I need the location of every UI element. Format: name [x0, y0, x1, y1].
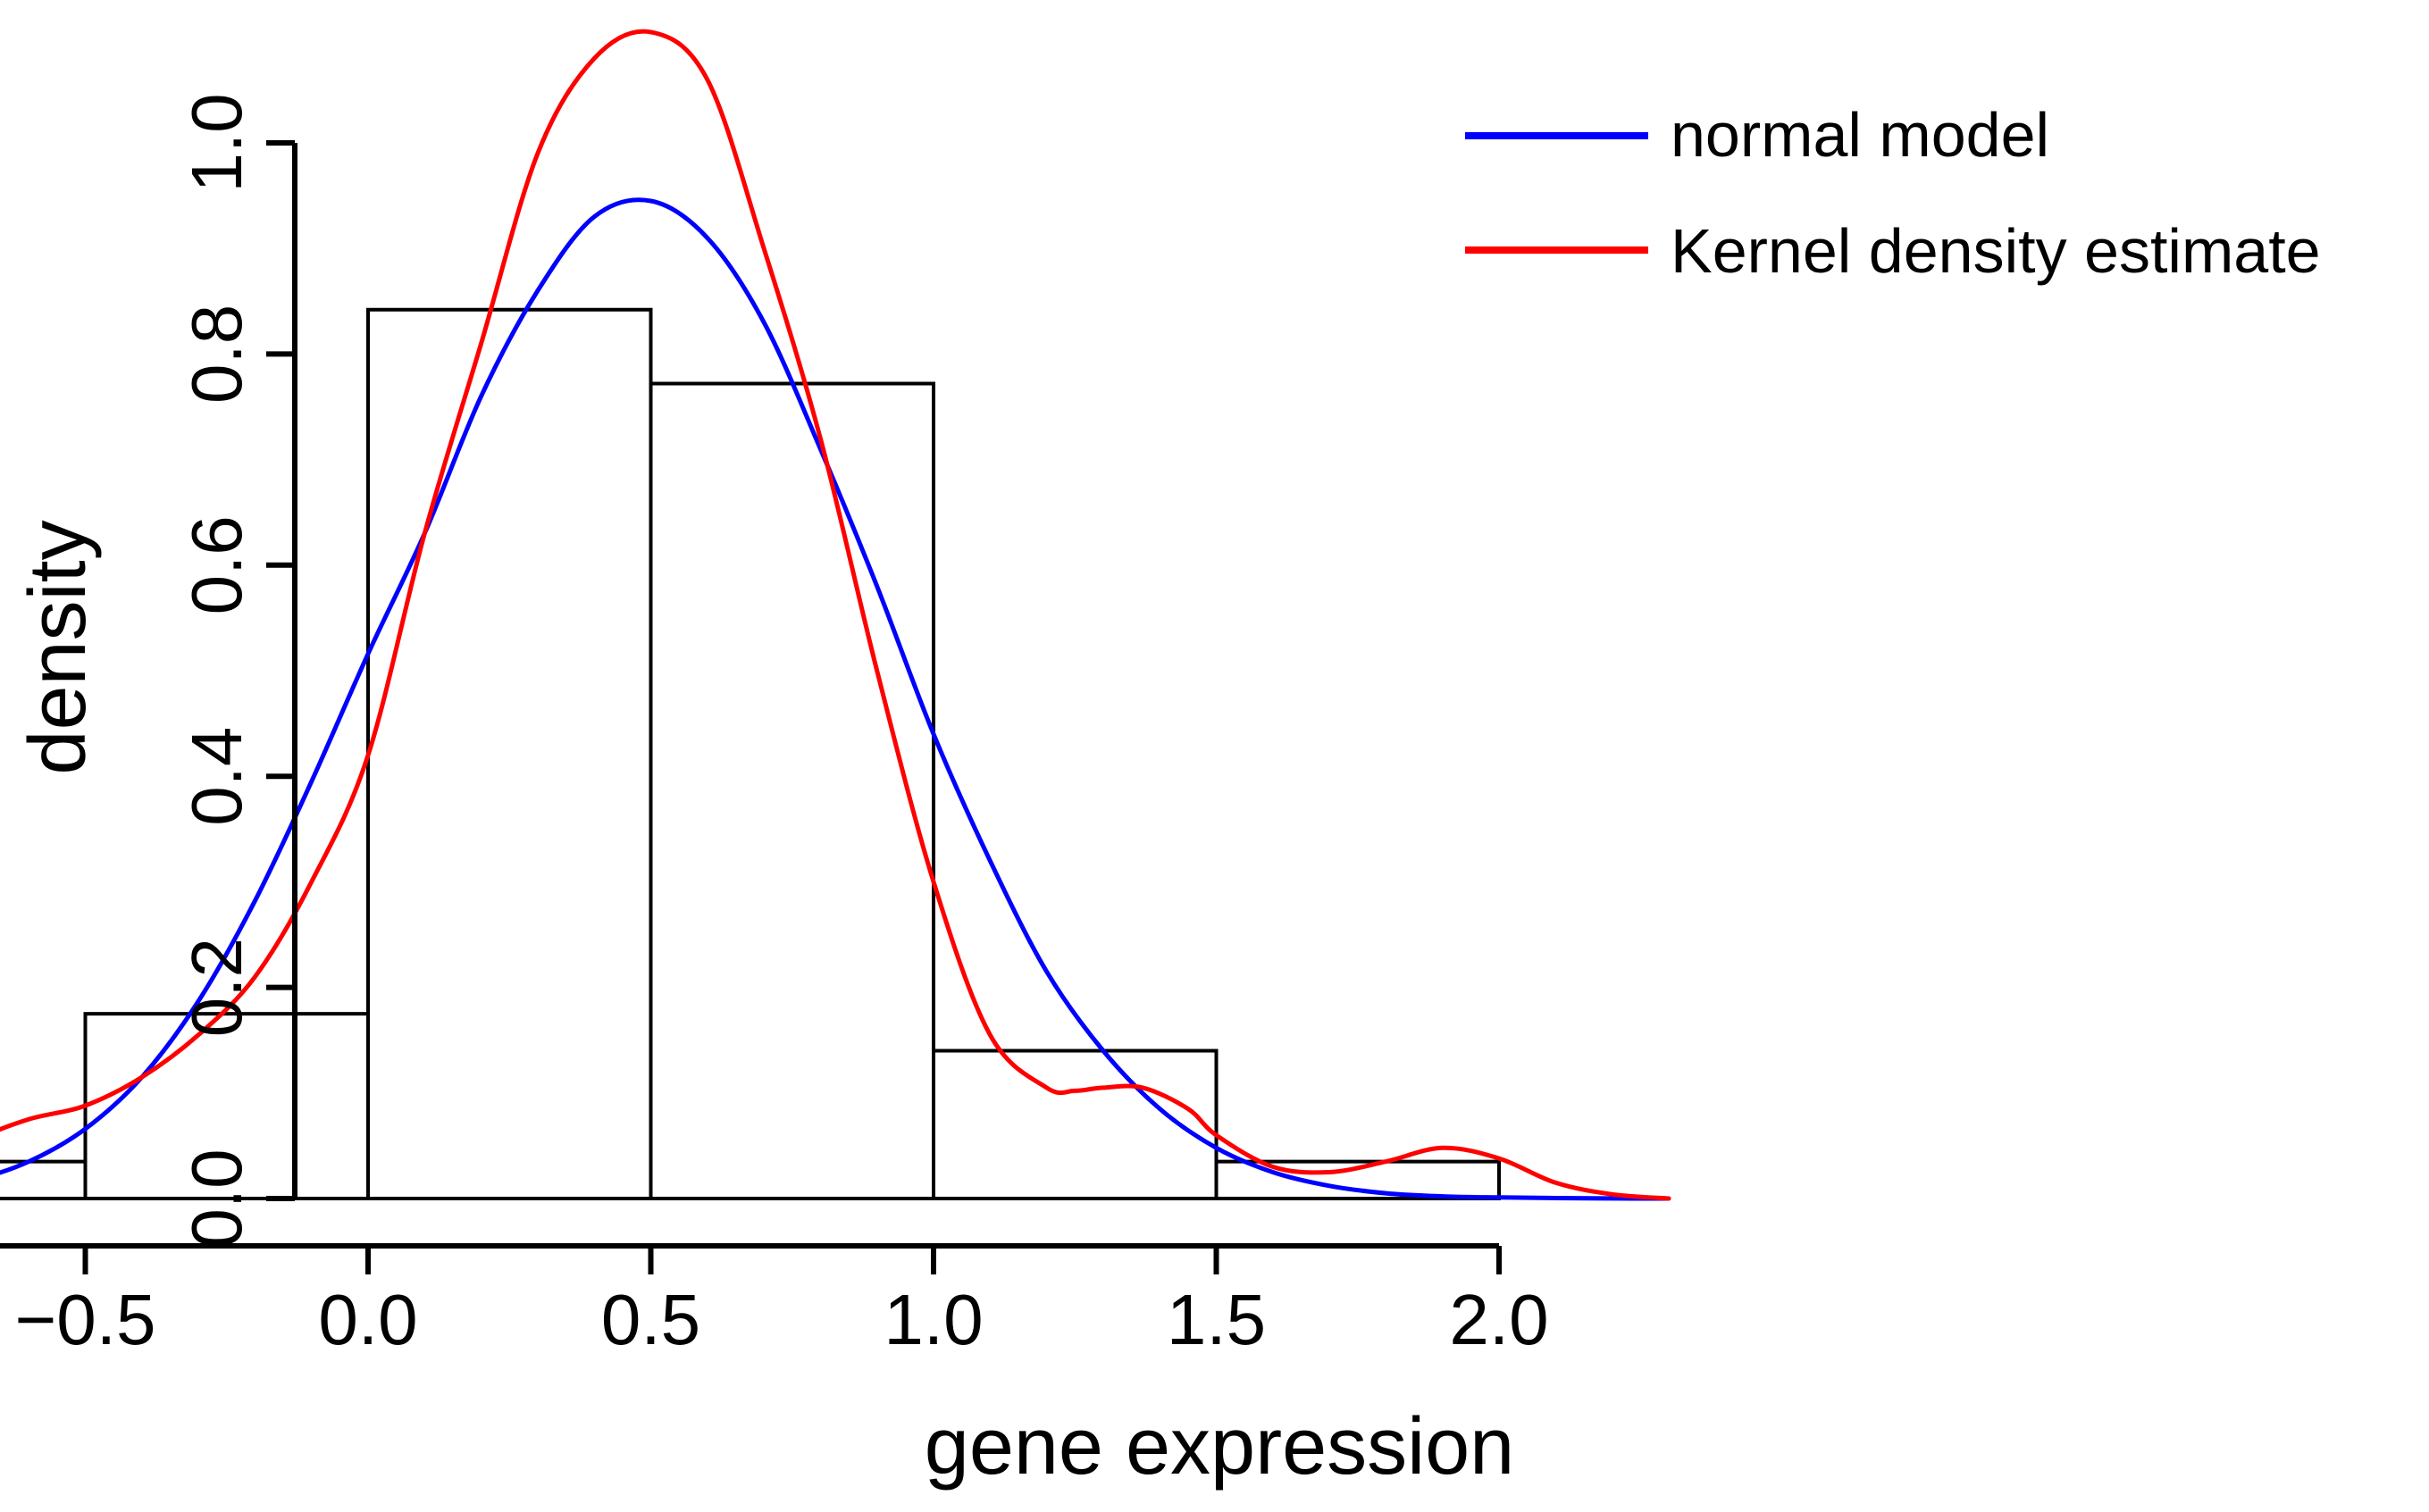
legend-label-normal-model: normal model — [1671, 100, 2049, 170]
y-tick-label: 0.0 — [177, 1149, 256, 1248]
histogram-bar — [932, 1048, 1219, 1201]
histogram-bars — [0, 307, 1501, 1201]
histogram-bar — [366, 307, 653, 1201]
density-curves — [0, 29, 1671, 1201]
y-axis-title: density — [13, 520, 103, 774]
y-tick-label: 0.8 — [177, 305, 256, 404]
legend: normal model Kernel density estimate — [1465, 100, 2321, 286]
kernel-density-curve — [0, 29, 1671, 1201]
x-axis-title: gene expression — [925, 1402, 1514, 1491]
x-axis: −1.0−0.50.00.51.01.52.0 — [0, 1243, 1549, 1359]
legend-label-kernel-density: Kernel density estimate — [1671, 216, 2321, 286]
y-tick-label: 1.0 — [177, 93, 256, 192]
x-tick-label: 1.0 — [884, 1280, 983, 1359]
x-tick-label: 0.0 — [318, 1280, 417, 1359]
x-ticks: −1.0−0.50.00.51.01.52.0 — [15, 1246, 1549, 1359]
normal-model-curve — [0, 197, 1671, 1201]
x-tick-label: −0.5 — [15, 1280, 156, 1359]
y-tick-label: 0.6 — [177, 515, 256, 614]
x-tick-label: 2.0 — [1449, 1280, 1548, 1359]
x-tick-label: 1.5 — [1167, 1280, 1266, 1359]
histogram-bar — [83, 1012, 370, 1201]
y-tick-label: 0.4 — [177, 727, 256, 826]
x-tick-label: 0.5 — [601, 1280, 700, 1359]
y-axis: 0.0 0.2 0.4 0.6 0.8 1.0 — [177, 93, 297, 1249]
y-ticks: 0.0 0.2 0.4 0.6 0.8 1.0 — [177, 93, 295, 1249]
y-tick-label: 0.2 — [177, 938, 256, 1037]
histogram-bar — [649, 381, 935, 1201]
